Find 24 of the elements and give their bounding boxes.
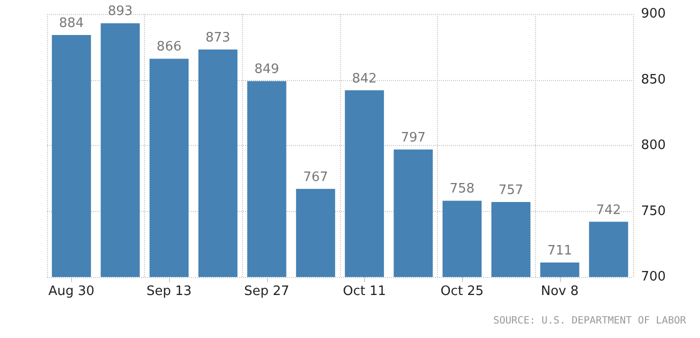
y-tick-label: 750 xyxy=(641,204,666,219)
data-label: 866 xyxy=(156,40,182,55)
data-label: 842 xyxy=(352,71,377,86)
y-tick-label: 800 xyxy=(641,138,666,153)
x-tick-label: Oct 25 xyxy=(440,284,484,299)
data-label: 884 xyxy=(59,16,84,32)
x-tick-label: Oct 11 xyxy=(342,284,386,299)
x-tick-label: Sep 27 xyxy=(244,284,290,299)
data-label: 797 xyxy=(400,130,426,146)
y-tick-label: 900 xyxy=(641,6,666,22)
x-tick-label: Aug 30 xyxy=(48,284,94,299)
data-label: 757 xyxy=(498,183,524,198)
source-note: SOURCE: U.S. DEPARTMENT OF LABOR xyxy=(493,316,687,326)
y-tick-label: 850 xyxy=(641,72,666,88)
data-label: 873 xyxy=(206,30,230,46)
data-label: 893 xyxy=(108,4,133,20)
data-label: 758 xyxy=(450,182,474,197)
x-tick-label: Nov 8 xyxy=(540,284,579,299)
x-tick-label: Sep 13 xyxy=(146,284,192,299)
y-tick-label: 700 xyxy=(641,270,666,284)
data-label: 711 xyxy=(547,244,572,259)
data-label: 742 xyxy=(596,202,621,218)
data-label: 849 xyxy=(254,62,280,78)
data-label: 767 xyxy=(303,170,328,185)
